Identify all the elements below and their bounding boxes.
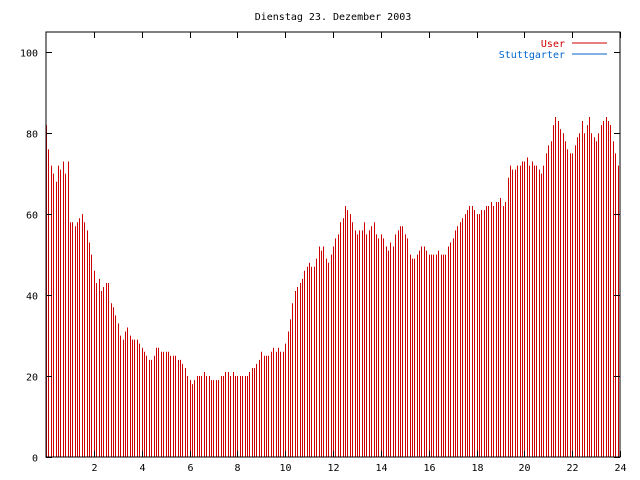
y-tick-label-5: 100 [20, 49, 38, 60]
legend-label-user: User [541, 39, 565, 50]
legend: User Stuttgarter [499, 39, 607, 61]
x-tick-label-8: 18 [471, 463, 483, 474]
y-axis: 0 20 40 60 80 100 [20, 49, 620, 465]
x-axis: 2 4 6 8 10 12 14 16 18 20 22 24 [91, 32, 627, 474]
x-tick-label-2: 6 [187, 463, 193, 474]
x-tick-label-6: 14 [375, 463, 387, 474]
x-tick-label-4: 10 [279, 463, 291, 474]
x-tick-label-0: 2 [91, 463, 97, 474]
x-tick-label-7: 16 [423, 463, 435, 474]
x-tick-label-3: 8 [234, 463, 240, 474]
y-tick-label-1: 20 [26, 373, 38, 384]
chart-title: Dienstag 23. Dezember 2003 [255, 12, 412, 23]
legend-label-stuttgarter: Stuttgarter [499, 50, 565, 61]
y-tick-label-2: 40 [26, 292, 38, 303]
y-tick-label-3: 60 [26, 211, 38, 222]
x-tick-label-11: 24 [614, 463, 626, 474]
x-tick-label-1: 4 [139, 463, 145, 474]
y-tick-label-4: 80 [26, 130, 38, 141]
y-tick-label-0: 0 [32, 454, 38, 465]
x-tick-label-5: 12 [327, 463, 339, 474]
x-tick-label-9: 20 [518, 463, 530, 474]
bars-layer [46, 117, 619, 457]
x-tick-label-10: 22 [566, 463, 578, 474]
